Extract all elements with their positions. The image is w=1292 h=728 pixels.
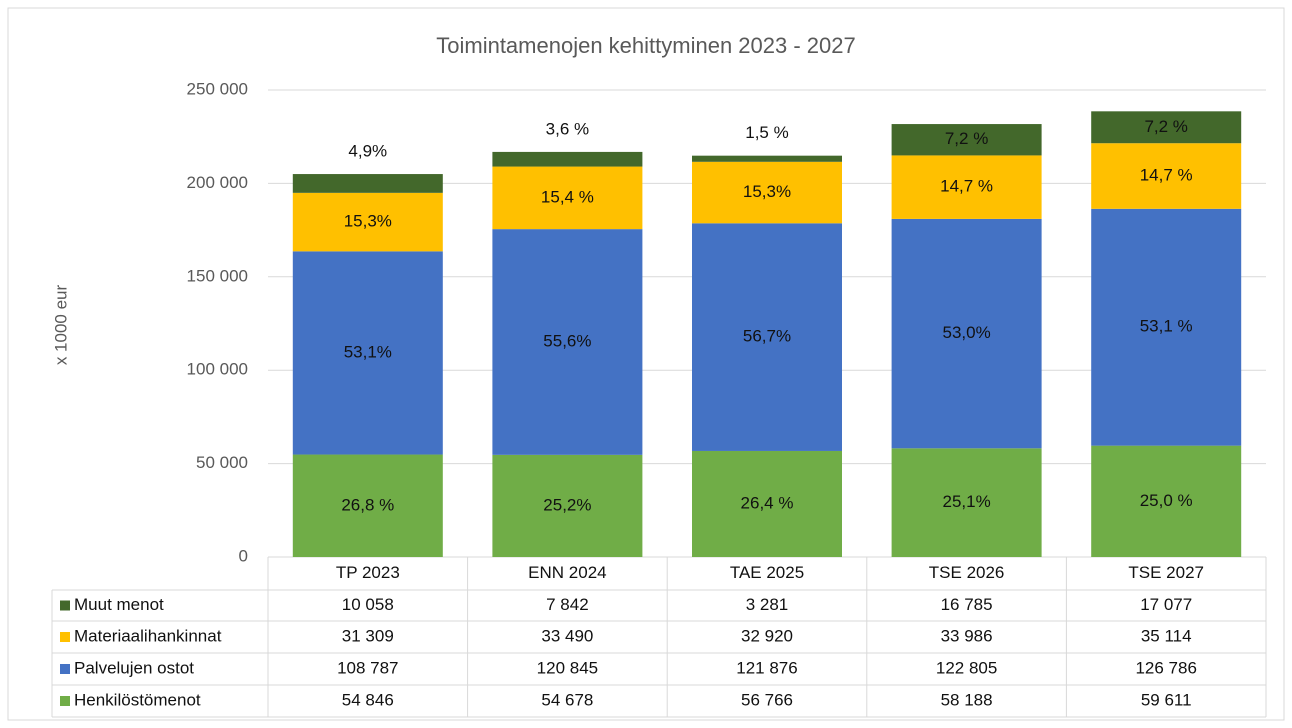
table-cell: 54 678 <box>541 690 593 709</box>
bar-segment <box>692 450 842 557</box>
data-label: 26,8 % <box>341 495 394 514</box>
data-label: 3,6 % <box>546 119 589 138</box>
bar-segment <box>492 151 643 167</box>
data-label: 1,5 % <box>745 123 788 142</box>
data-label: 53,0% <box>942 323 990 342</box>
bar-segment <box>692 161 842 224</box>
table-cell: 121 876 <box>736 658 797 677</box>
y-tick-label: 100 000 <box>187 360 248 379</box>
table-cell: 3 281 <box>746 595 789 614</box>
table-cell: 33 490 <box>541 626 593 645</box>
legend-label: Materiaalihankinnat <box>74 626 222 645</box>
data-label: 25,2% <box>543 495 591 514</box>
x-tick-label: TSE 2027 <box>1128 563 1204 582</box>
bar-segment <box>1091 445 1242 557</box>
table-cell: 35 114 <box>1141 626 1192 645</box>
bar-segment <box>492 166 643 230</box>
bar-segment <box>492 229 643 455</box>
x-tick-label: TAE 2025 <box>730 563 804 582</box>
bar-segment <box>692 223 842 451</box>
legend-key <box>60 696 70 706</box>
data-label: 14,7 % <box>1140 165 1193 184</box>
legend-label: Palvelujen ostot <box>74 658 194 677</box>
table-cell: 54 846 <box>342 690 394 709</box>
table-cell: 16 785 <box>941 595 993 614</box>
data-label: 25,0 % <box>1140 491 1193 510</box>
table-cell: 120 845 <box>537 658 598 677</box>
legend-key <box>60 600 70 611</box>
legend-key <box>60 632 70 642</box>
y-tick-label: 250 000 <box>187 79 248 98</box>
table-cell: 32 920 <box>741 626 793 645</box>
table-cell: 33 986 <box>941 626 993 645</box>
table-cell: 56 766 <box>741 690 793 709</box>
bar-segment <box>891 155 1042 219</box>
data-label: 56,7% <box>743 327 791 346</box>
bar-segment <box>1091 208 1242 446</box>
data-label: 7,2 % <box>945 129 988 148</box>
data-label: 26,4 % <box>741 493 794 512</box>
bar-segment <box>292 251 443 455</box>
legend-key <box>60 664 70 674</box>
data-label: 53,1 % <box>1140 317 1193 336</box>
table-cell: 108 787 <box>337 658 398 677</box>
y-tick-label: 50 000 <box>196 453 248 472</box>
bar-segment <box>1091 143 1242 209</box>
bar-segment <box>891 218 1042 449</box>
bar-segment <box>692 155 842 162</box>
table-cell: 59 611 <box>1141 690 1192 709</box>
data-label: 14,7 % <box>940 177 993 196</box>
y-tick-label: 150 000 <box>187 266 248 285</box>
table-cell: 31 309 <box>342 626 394 645</box>
chart-border <box>7 7 1285 721</box>
data-label: 15,3% <box>344 212 392 231</box>
bar-segment <box>891 124 1042 156</box>
data-label: 53,1% <box>344 342 392 361</box>
bar-segment <box>891 448 1042 557</box>
table-cell: 7 842 <box>546 595 589 614</box>
y-axis-label: x 1000 eur <box>51 284 70 365</box>
data-label: 15,3% <box>743 182 791 201</box>
table-cell: 58 188 <box>941 690 993 709</box>
y-tick-label: 200 000 <box>187 173 248 192</box>
bar-segment <box>292 174 443 193</box>
table-cell: 126 786 <box>1135 658 1196 677</box>
legend-label: Muut menot <box>74 595 164 614</box>
x-tick-label: TP 2023 <box>336 563 400 582</box>
legend-label: Henkilöstömenot <box>74 690 201 709</box>
data-label: 15,4 % <box>541 187 594 206</box>
data-label: 7,2 % <box>1144 117 1187 136</box>
table-cell: 17 077 <box>1140 595 1192 614</box>
data-label: 25,1% <box>942 492 990 511</box>
y-tick-label: 0 <box>239 546 248 565</box>
bar-segment <box>1091 111 1242 144</box>
bar-segment <box>492 454 643 557</box>
data-label: 55,6% <box>543 331 591 350</box>
data-label: 4,9% <box>348 142 387 161</box>
table-cell: 10 058 <box>342 595 394 614</box>
x-tick-label: ENN 2024 <box>528 563 606 582</box>
x-tick-label: TSE 2026 <box>929 563 1005 582</box>
bar-segment <box>292 454 443 557</box>
bar-segment <box>292 192 443 252</box>
table-cell: 122 805 <box>936 658 997 677</box>
chart-title: Toimintamenojen kehittyminen 2023 - 2027 <box>436 33 855 58</box>
